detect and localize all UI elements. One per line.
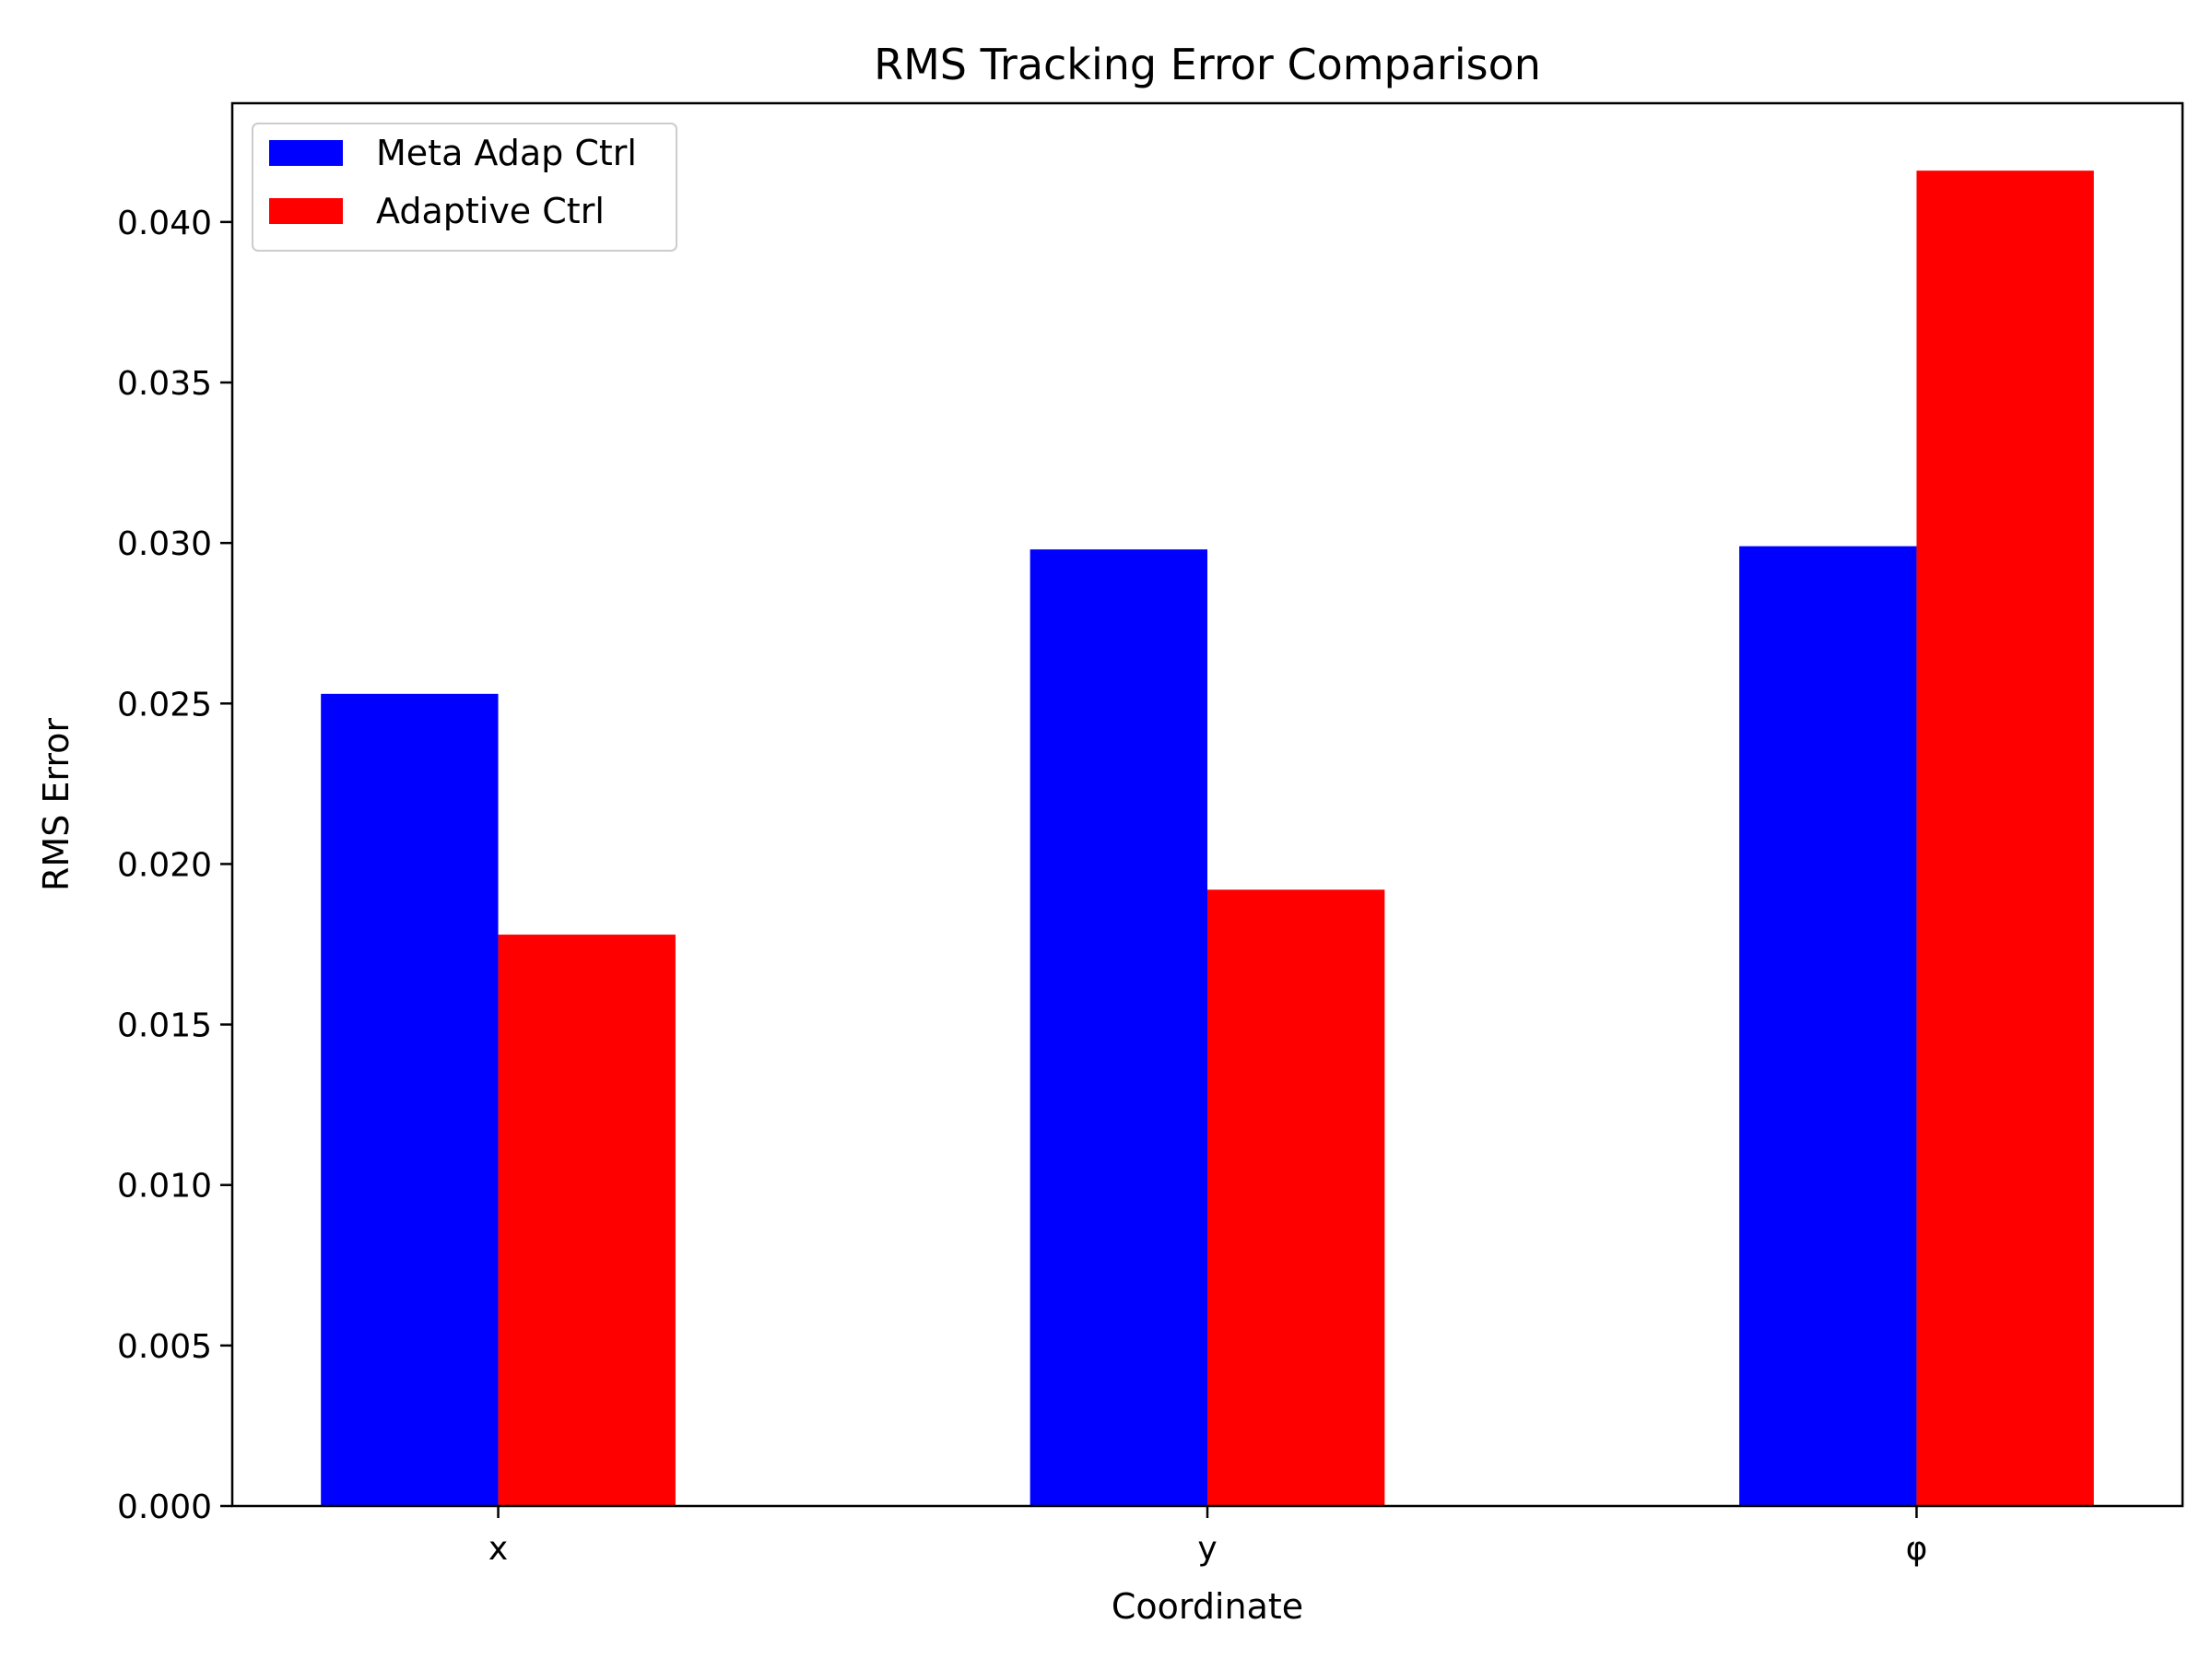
x-tick-label: y	[1197, 1530, 1217, 1568]
legend-label: Meta Adap Ctrl	[376, 133, 637, 173]
legend-swatch	[269, 140, 343, 166]
bar-adaptive-ctrl-0	[498, 935, 676, 1506]
plot-frame	[230, 101, 2184, 1508]
y-tick-label: 0.025	[117, 686, 212, 724]
y-tick-label: 0.040	[117, 205, 212, 242]
bars-group	[321, 171, 2094, 1506]
legend-swatch	[269, 198, 343, 224]
y-tick-label: 0.015	[117, 1007, 212, 1045]
y-axis: 0.000 0.005 0.010 0.015 0.020 0.025 0.030 0.035…	[117, 205, 232, 1526]
x-tick-label: x	[488, 1530, 508, 1568]
y-tick-label: 0.010	[117, 1168, 212, 1206]
y-tick-label: 0.035	[117, 365, 212, 403]
legend-label: Adaptive Ctrl	[376, 191, 605, 231]
legend: Meta Adap Ctrl Adaptive Ctrl	[252, 123, 677, 252]
y-tick-label: 0.030	[117, 525, 212, 563]
bar-meta-adap-ctrl-2	[1739, 546, 1917, 1506]
y-axis-title: RMS Error	[36, 718, 76, 891]
y-tick-label: 0.000	[117, 1488, 212, 1526]
chart-title: RMS Tracking Error Comparison	[874, 40, 1541, 89]
x-axis-title: Coordinate	[1112, 1586, 1303, 1627]
bar-meta-adap-ctrl-1	[1030, 549, 1207, 1506]
y-tick-label: 0.005	[117, 1328, 212, 1366]
legend-box	[252, 123, 677, 252]
bar-meta-adap-ctrl-0	[321, 693, 499, 1506]
y-tick-label: 0.020	[117, 846, 212, 884]
bar-adaptive-ctrl-2	[1916, 171, 2094, 1506]
bar-adaptive-ctrl-1	[1207, 889, 1385, 1506]
x-tick-label: φ	[1906, 1530, 1928, 1568]
